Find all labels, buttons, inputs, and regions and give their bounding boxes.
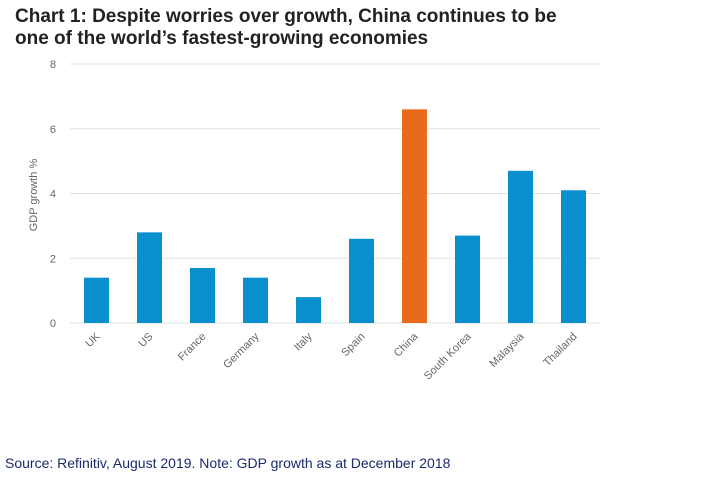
y-tick-label: 6 <box>50 124 56 136</box>
bar-france <box>190 267 215 323</box>
bar-us <box>137 232 162 323</box>
bars <box>84 109 586 323</box>
bar-malaysia <box>508 170 533 323</box>
x-tick-label: Germany <box>221 330 262 371</box>
chart-title: Chart 1: Despite worries over growth, Ch… <box>15 6 655 50</box>
y-axis-label: GDP growth % <box>28 159 40 232</box>
chart-title-line-2: one of the world’s fastest-growing econo… <box>15 28 429 49</box>
bar-spain <box>349 238 374 323</box>
x-tick-label: South Korea <box>422 330 474 382</box>
x-tick-label: Thailand <box>541 331 579 369</box>
x-tick-labels: UK US France Germany Italy Spain China South Ko… <box>83 330 579 382</box>
bar-uk <box>84 277 109 323</box>
y-tick-label: 2 <box>50 253 56 265</box>
y-tick-label: 0 <box>50 318 56 330</box>
bar-italy <box>296 297 321 323</box>
x-tick-label: China <box>392 330 421 359</box>
x-tick-label: Malaysia <box>487 330 527 370</box>
y-tick-labels: 0 2 4 6 8 <box>50 59 56 330</box>
x-tick-label: France <box>176 331 209 364</box>
x-tick-label: Italy <box>292 330 315 353</box>
y-tick-label: 8 <box>50 59 56 71</box>
y-tick-label: 4 <box>50 189 56 201</box>
bar-china <box>402 109 427 323</box>
chart-title-line-1: Chart 1: Despite worries over growth, Ch… <box>15 6 557 27</box>
x-tick-label: Spain <box>339 331 367 359</box>
bar-germany <box>243 277 268 323</box>
bar-thailand <box>561 190 586 323</box>
source-note: Source: Refinitiv, August 2019. Note: GD… <box>5 455 451 471</box>
bar-south-korea <box>455 235 480 323</box>
x-tick-label: US <box>136 331 155 350</box>
x-tick-label: UK <box>83 330 103 350</box>
